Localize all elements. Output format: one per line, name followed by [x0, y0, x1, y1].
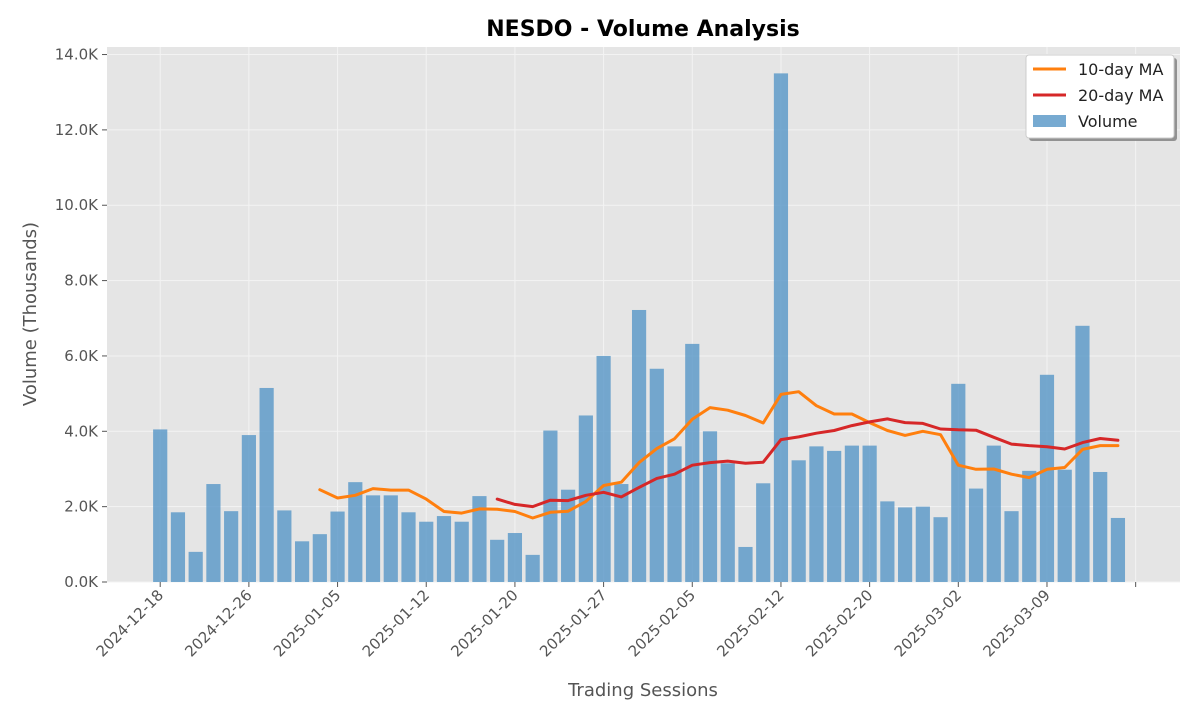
volume-bar — [241, 435, 256, 582]
volume-bar — [312, 534, 327, 582]
volume-bar — [365, 495, 381, 582]
moving-average-lines — [318, 390, 1120, 520]
y-tick-label: 8.0K — [64, 272, 99, 290]
volume-bar — [1039, 374, 1055, 582]
volume-bar — [702, 431, 718, 582]
volume-bar — [738, 546, 753, 582]
legend-label: Volume — [1078, 112, 1138, 131]
volume-bar — [1093, 471, 1108, 582]
volume-bar — [472, 496, 487, 582]
y-tick-label: 2.0K — [64, 498, 99, 516]
volume-bar — [1022, 470, 1037, 582]
volume-bar — [1110, 517, 1126, 582]
volume-bar — [951, 383, 966, 582]
volume-bar — [667, 446, 682, 582]
volume-bar — [649, 368, 664, 582]
volume-bar — [561, 489, 576, 582]
y-axis-label: Volume (Thousands) — [20, 222, 41, 406]
volume-bar — [543, 430, 558, 582]
volume-bar — [614, 484, 629, 582]
volume-bar — [791, 460, 806, 582]
volume-bar — [330, 511, 345, 582]
volume-bar — [507, 533, 523, 582]
volume-bar — [880, 501, 895, 582]
volume-bar — [773, 73, 789, 583]
volume-bar — [454, 521, 469, 582]
volume-bar — [844, 445, 859, 582]
y-axis-ticks: 0.0K 2.0K 4.0K 6.0K 8.0K 10.0K 12.0K 14.0K — [55, 46, 107, 591]
volume-bar — [188, 551, 203, 582]
volume-bar — [490, 539, 505, 582]
y-tick-label: 14.0K — [55, 46, 99, 64]
volume-bar — [986, 445, 1001, 582]
y-tick-label: 12.0K — [55, 121, 99, 139]
volume-bar — [827, 450, 842, 582]
volume-bar — [933, 517, 948, 582]
volume-bar — [294, 541, 310, 582]
y-tick-label: 10.0K — [55, 196, 99, 214]
volume-bar — [862, 445, 877, 582]
volume-bar — [170, 512, 186, 582]
chart-title: NESDO - Volume Analysis — [486, 17, 800, 42]
volume-bar — [756, 483, 771, 582]
volume-bar — [224, 511, 239, 582]
legend-label: 20-day MA — [1078, 86, 1163, 105]
volume-bar — [578, 415, 593, 582]
volume-bar — [898, 507, 913, 582]
x-axis-label: Trading Sessions — [567, 680, 718, 701]
volume-bar — [401, 512, 416, 582]
volume-bar — [685, 343, 700, 582]
volume-bar — [436, 516, 452, 582]
y-tick-label: 4.0K — [64, 422, 99, 440]
y-tick-label: 6.0K — [64, 347, 99, 365]
volume-bar — [419, 521, 434, 582]
volume-bar — [277, 510, 292, 582]
volume-bars — [153, 73, 1126, 583]
legend-swatch-bar — [1033, 115, 1066, 127]
legend-label: 10-day MA — [1078, 60, 1163, 79]
volume-bar — [1004, 511, 1019, 582]
volume-bar — [1075, 325, 1090, 582]
volume-bar — [596, 355, 611, 582]
volume-bar — [259, 387, 274, 582]
volume-bar — [525, 554, 540, 582]
volume-bar — [1057, 469, 1072, 582]
volume-bar — [206, 484, 221, 582]
chart-legend: 10-day MA 20-day MA Volume — [1025, 54, 1177, 141]
10-day-ma-line — [318, 390, 1120, 520]
20-day-ma-line — [495, 417, 1120, 509]
volume-bar — [348, 482, 363, 582]
volume-bar — [809, 446, 824, 582]
volume-bar — [720, 463, 735, 582]
volume-bar — [383, 495, 398, 582]
volume-bar — [915, 506, 930, 582]
y-tick-label: 0.0K — [64, 573, 99, 591]
volume-bar — [153, 429, 168, 582]
volume-bar — [968, 488, 984, 582]
volume-bar — [631, 309, 647, 582]
